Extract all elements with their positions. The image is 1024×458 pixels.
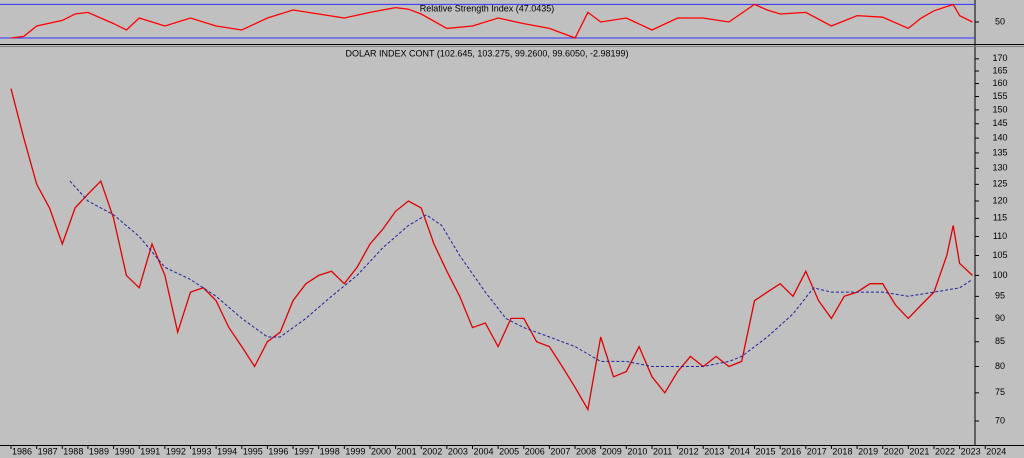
x-tick-label: 1990: [115, 446, 135, 456]
y-tick-label: 120: [992, 195, 1007, 205]
y-tick-label: 105: [992, 250, 1007, 260]
x-tick-label: 1991: [140, 446, 160, 456]
x-tick-label: 2002: [422, 446, 442, 456]
y-tick-label: 135: [992, 147, 1007, 157]
x-tick-label: 2013: [704, 446, 724, 456]
x-tick-label: 2005: [499, 446, 519, 456]
moving-average-line: [69, 180, 973, 367]
price-line: [10, 3, 973, 39]
y-tick-label: 70: [995, 415, 1005, 425]
y-tick-label: 110: [993, 231, 1007, 241]
x-tick-label: 2022: [935, 446, 955, 456]
price-line: [10, 88, 973, 412]
x-tick-label: 2019: [858, 446, 878, 456]
x-tick-label: 1993: [191, 446, 211, 456]
price-title: DOLAR INDEX CONT (102.645, 103.275, 99.2…: [345, 48, 628, 58]
y-tick-label: 145: [992, 118, 1007, 128]
x-tick-label: 2001: [397, 446, 417, 456]
x-tick-label: 2015: [756, 446, 776, 456]
x-tick-label: 2014: [730, 446, 750, 456]
x-tick-label: 2024: [986, 446, 1006, 456]
x-tick-label: 2000: [371, 446, 391, 456]
x-tick-label: 2021: [909, 446, 929, 456]
y-tick-label: 140: [992, 132, 1007, 142]
x-tick-label: 2016: [781, 446, 801, 456]
x-tick-label: 1996: [268, 446, 288, 456]
rsi-title: Relative Strength Index (47.0435): [420, 3, 555, 13]
y-tick-label: 130: [992, 163, 1007, 173]
x-tick-label: 2006: [525, 446, 545, 456]
x-tick-label: 2023: [961, 446, 981, 456]
x-tick-label: 1988: [63, 446, 83, 456]
x-tick-label: 1994: [217, 446, 237, 456]
x-tick-label: 2018: [832, 446, 852, 456]
y-tick-label: 115: [993, 213, 1007, 223]
x-tick-label: 2020: [884, 446, 904, 456]
x-tick-label: 1992: [166, 446, 186, 456]
x-tick-label: 1997: [294, 446, 314, 456]
x-tick-label: 1995: [243, 446, 263, 456]
x-tick-label: 1987: [38, 446, 58, 456]
x-tick-label: 1986: [12, 446, 32, 456]
y-tick-label: 90: [995, 313, 1005, 323]
y-tick-label: 95: [995, 291, 1005, 301]
y-tick-label: 160: [992, 78, 1007, 88]
x-tick-label: 1999: [345, 446, 365, 456]
x-tick-label: 2008: [576, 446, 596, 456]
x-tick-label: 1998: [320, 446, 340, 456]
y-tick-label: 125: [992, 179, 1007, 189]
x-tick-label: 2003: [448, 446, 468, 456]
y-tick-label: 150: [992, 104, 1007, 114]
x-tick-label: 2004: [474, 446, 494, 456]
y-tick-label: 75: [995, 387, 1005, 397]
x-tick-label: 2017: [807, 446, 827, 456]
y-tick-label: 85: [995, 336, 1005, 346]
y-tick-label: 50: [995, 16, 1005, 26]
y-tick-label: 170: [992, 53, 1007, 63]
x-tick-label: 2007: [550, 446, 570, 456]
y-tick-label: 155: [992, 91, 1007, 101]
y-tick-label: 80: [995, 361, 1005, 371]
x-tick-label: 2010: [627, 446, 647, 456]
x-tick-label: 2009: [602, 446, 622, 456]
x-tick-label: 1989: [89, 446, 109, 456]
y-tick-label: 100: [992, 270, 1007, 280]
x-tick-label: 2011: [653, 446, 672, 456]
x-tick-label: 2012: [679, 446, 699, 456]
y-tick-label: 165: [992, 65, 1007, 75]
